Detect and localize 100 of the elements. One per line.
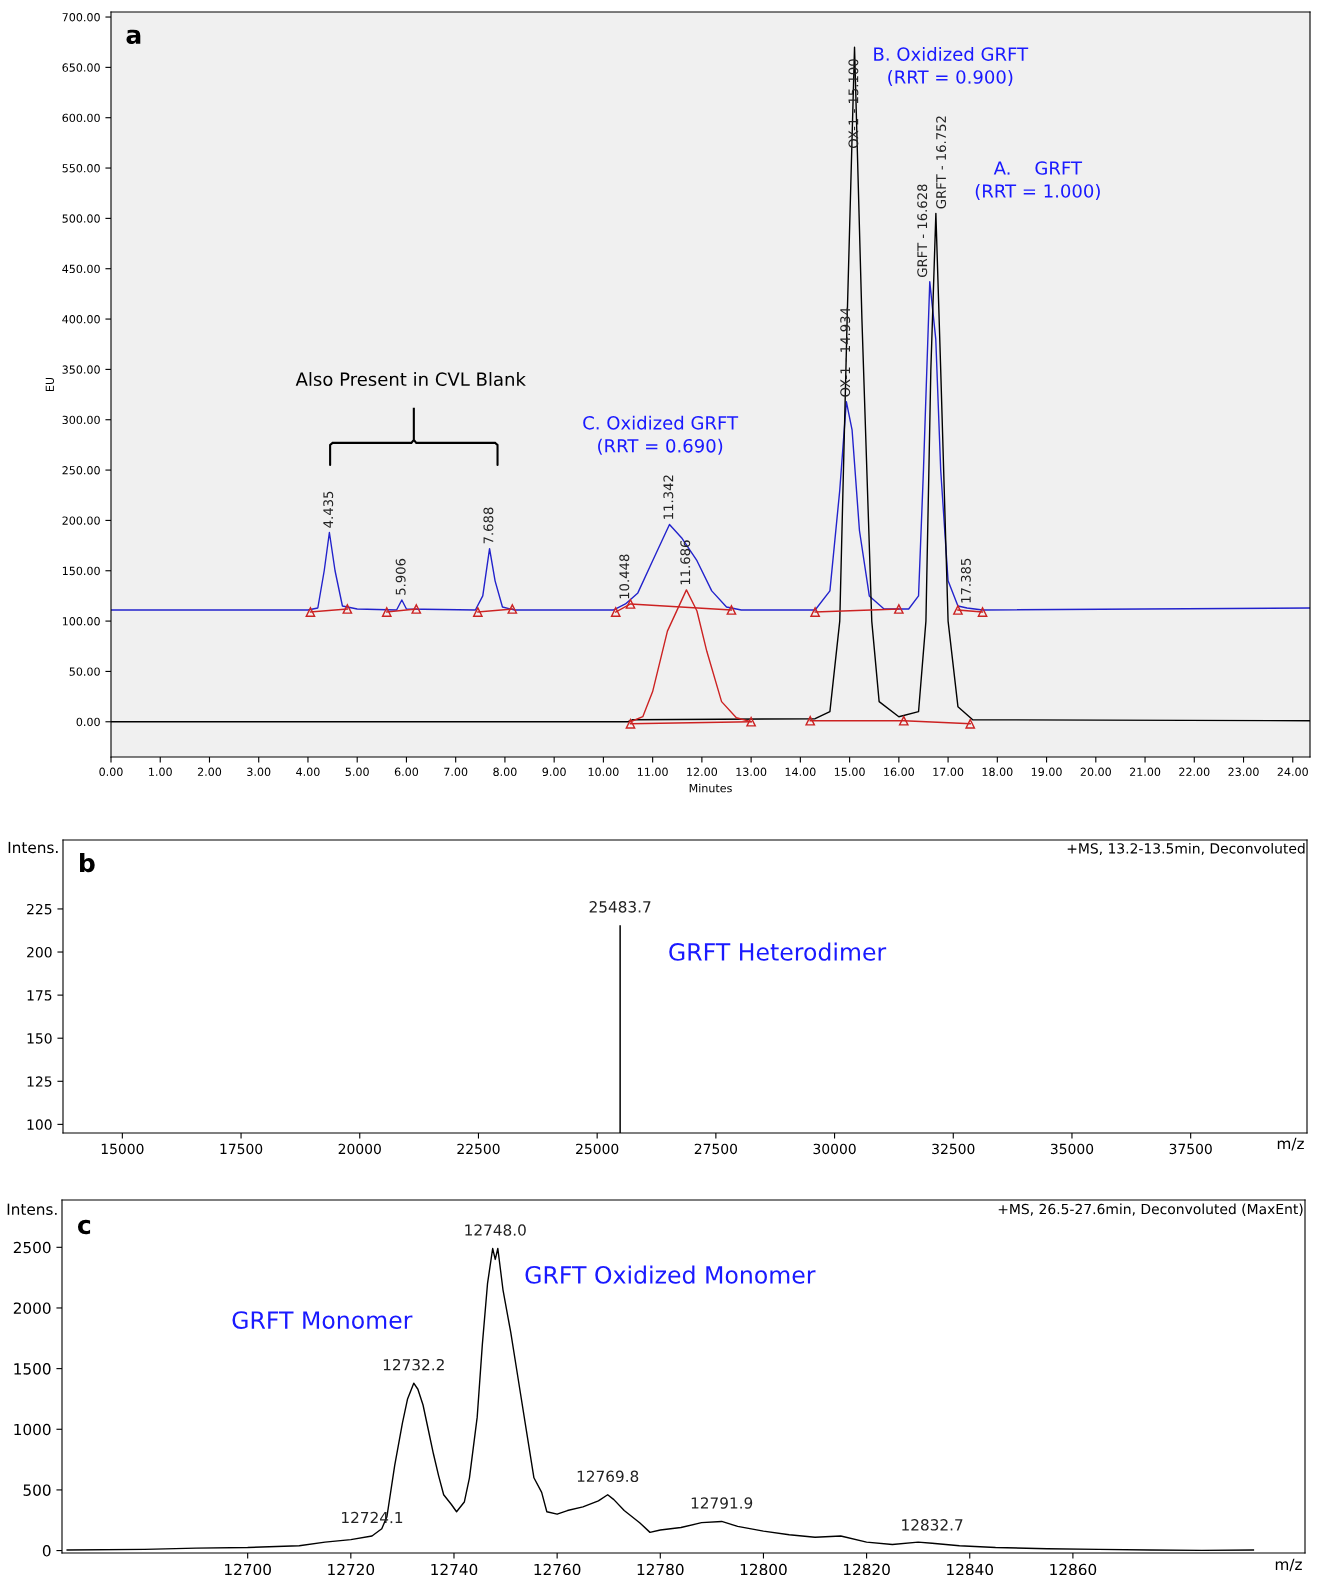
y-tick-label: 225	[27, 903, 52, 915]
annotation: b	[80, 852, 95, 873]
y-tick-label: 350.00	[62, 365, 100, 374]
y-tick-label: 100	[27, 1119, 52, 1130]
annotation: 12769.8	[577, 1470, 639, 1483]
x-tick-label: 7.00	[444, 767, 468, 777]
point	[977, 607, 988, 617]
y-tick-label: 500.00	[62, 214, 100, 223]
point	[411, 604, 422, 614]
y-axis-title: EU	[45, 377, 54, 391]
y-tick-label: 50.00	[69, 667, 100, 676]
x-tick-label: 10.00	[588, 767, 619, 777]
point	[898, 715, 909, 726]
x-tick-label: 25000	[576, 1143, 619, 1155]
y-tick-label: 550.00	[62, 164, 100, 173]
point	[810, 607, 820, 617]
y-tick-label: 200	[27, 947, 52, 958]
y-tick-label: 600.00	[62, 113, 100, 123]
annotation: B. Oxidized GRFT (RRT = 0.900)	[874, 46, 1029, 86]
point	[726, 605, 737, 615]
annotation: 5.906	[395, 558, 406, 595]
annotation: GRFT - 16.752	[936, 116, 947, 209]
x-tick-label: 17.00	[933, 767, 964, 777]
annotation: A. GRFT (RRT = 1.000)	[975, 161, 1100, 200]
y-tick-label: 650.00	[62, 63, 100, 72]
annotation: OX-1 - 14.934	[840, 307, 851, 397]
y-tick-label: 0	[42, 1545, 51, 1557]
x-tick-label: 12860	[1050, 1563, 1097, 1575]
x-tick-label: 4.00	[296, 767, 320, 777]
x-tick-label: 22500	[457, 1143, 500, 1155]
annotation: GRFT Monomer	[232, 1311, 413, 1329]
x-tick-label: 35000	[1050, 1143, 1094, 1155]
annotation: 10.448	[619, 554, 630, 599]
x-tick-label: 20.00	[1080, 767, 1111, 777]
x-axis-title: Minutes	[689, 783, 732, 793]
x-tick-label: 13.00	[736, 767, 767, 777]
annotation: 12791.9	[691, 1497, 753, 1509]
annotation: 25483.7	[589, 901, 651, 913]
y-tick-label: 200.00	[62, 516, 100, 525]
x-tick-label: 12840	[947, 1563, 994, 1575]
x-tick-label: 12700	[225, 1563, 271, 1575]
x-tick-label: 3.00	[247, 767, 271, 777]
annotation: 12748.0	[465, 1224, 526, 1236]
x-tick-label: 12740	[431, 1563, 478, 1575]
y-tick-label: 125	[27, 1076, 52, 1087]
y-tick-label: 150.00	[62, 566, 100, 576]
point	[746, 716, 756, 727]
point	[953, 605, 963, 615]
x-tick-label: 12780	[637, 1563, 684, 1575]
y-tick-label: 2500	[13, 1241, 51, 1254]
annotation: GRFT - 16.628	[917, 184, 928, 277]
y-tick-label: 150	[27, 1033, 52, 1044]
x-tick-label: 9.00	[542, 767, 566, 777]
x-tick-label: 14.00	[785, 767, 816, 777]
point	[305, 607, 316, 617]
annotation: 4.435	[323, 491, 334, 528]
x-tick-label: 19.00	[1031, 767, 1062, 777]
x-tick-label: 27500	[694, 1143, 738, 1155]
point	[381, 607, 392, 617]
annotation: 12732.2	[383, 1358, 444, 1371]
annotation: +MS, 13.2-13.5min, Deconvoluted	[1067, 842, 1305, 856]
x-tick-label: 30000	[813, 1143, 856, 1155]
x-tick-label: 21.00	[1129, 767, 1161, 777]
y-axis-title: Intens.	[7, 1203, 57, 1216]
annotation: 11.342	[663, 475, 674, 519]
x-tick-label: 12820	[843, 1563, 890, 1575]
x-tick-label: 12720	[328, 1563, 375, 1575]
x-tick-label: 32500	[932, 1143, 975, 1155]
y-tick-label: 2000	[13, 1302, 51, 1314]
x-tick-label: 8.00	[493, 767, 517, 777]
annotation: c	[77, 1219, 91, 1235]
x-tick-label: 23.00	[1228, 767, 1259, 777]
x-tick-label: 12800	[740, 1563, 787, 1575]
y-axis-title: Intens.	[8, 841, 58, 854]
annotation: +MS, 26.5-27.6min, Deconvoluted (MaxEnt)	[998, 1203, 1303, 1216]
y-tick-label: 250.00	[62, 466, 100, 475]
x-tick-label: 0.00	[99, 767, 123, 777]
x-tick-label: 6.00	[394, 767, 419, 777]
x-tick-label: 15.00	[834, 767, 865, 777]
point	[610, 607, 621, 617]
y-tick-label: 1000	[14, 1423, 51, 1436]
x-tick-label: 11.00	[637, 767, 668, 777]
annotation: 12832.7	[902, 1519, 963, 1531]
x-axis-title: m/z	[1275, 1558, 1302, 1572]
y-tick-label: 700.00	[62, 13, 100, 22]
y-tick-label: 400.00	[62, 315, 100, 324]
annotation: 11.686	[680, 540, 691, 585]
point	[507, 604, 518, 614]
annotation: C. Oxidized GRFT (RRT = 0.690)	[583, 415, 739, 455]
annotation: GRFT Heterodimer	[669, 942, 887, 961]
point	[472, 607, 483, 617]
point	[342, 604, 353, 614]
y-tick-label: 500	[23, 1484, 51, 1496]
x-tick-label: 17500	[220, 1143, 263, 1155]
y-tick-label: 1500	[14, 1363, 51, 1375]
annotation: GRFT Oxidized Monomer	[525, 1265, 816, 1284]
x-tick-label: 37500	[1169, 1143, 1212, 1155]
x-tick-label: 16.00	[884, 767, 915, 777]
x-tick-label: 22.00	[1179, 767, 1210, 777]
x-tick-label: 2.00	[197, 767, 222, 777]
